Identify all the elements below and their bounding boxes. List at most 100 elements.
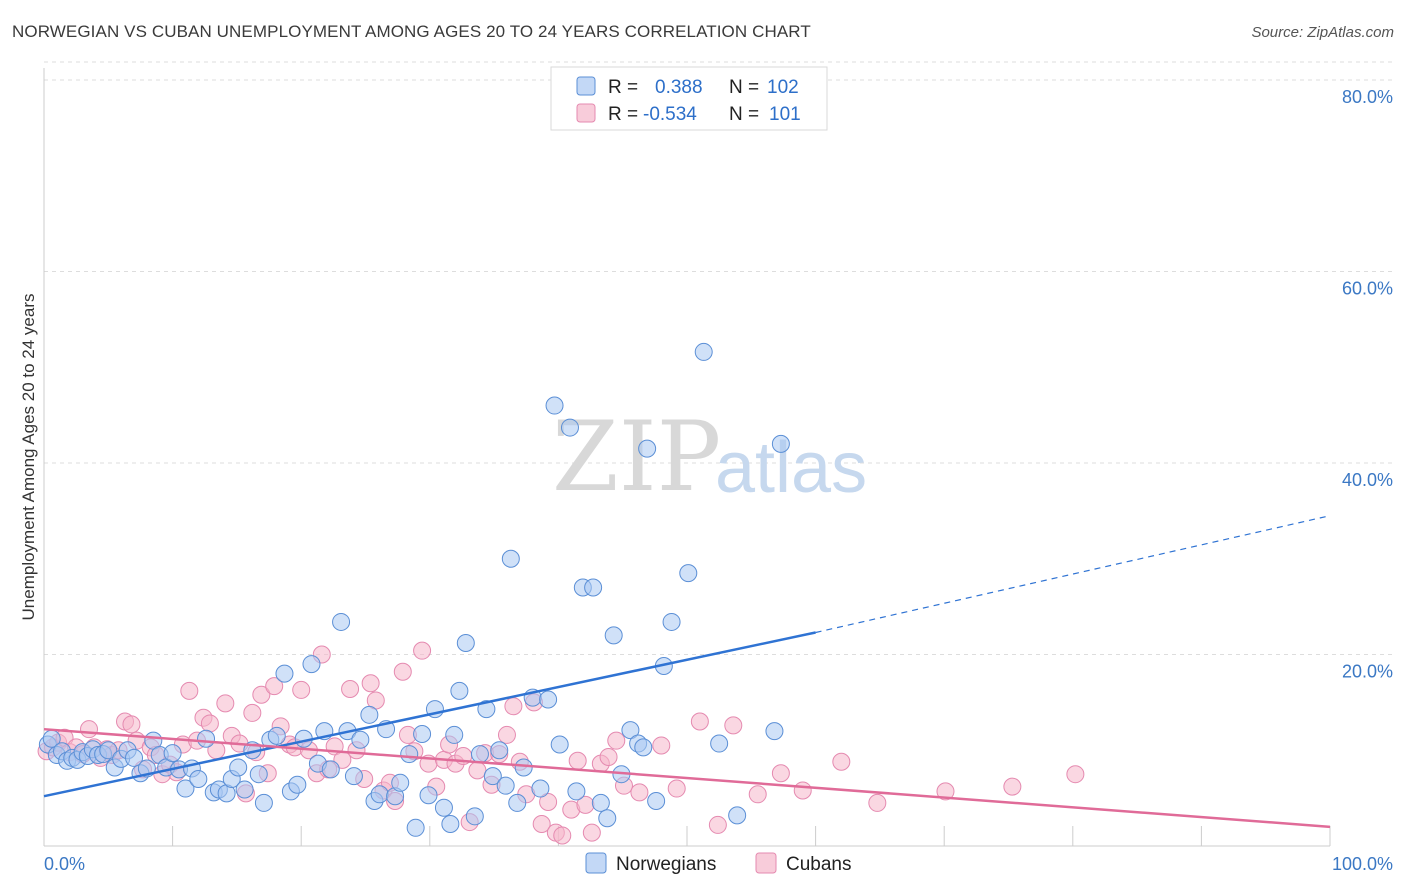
data-point <box>771 764 790 783</box>
data-point <box>200 714 219 733</box>
data-point <box>504 697 523 716</box>
data-point <box>163 744 182 763</box>
data-point <box>604 626 623 645</box>
axes <box>43 68 1331 847</box>
y-tick-label: 40.0% <box>1342 470 1393 490</box>
series-legend: Norwegians Cubans <box>585 852 852 875</box>
data-point <box>465 807 484 826</box>
legend-r-label: R = <box>608 104 638 125</box>
data-point <box>125 748 144 767</box>
data-point <box>302 655 321 674</box>
data-point <box>545 396 564 415</box>
data-point <box>450 681 469 700</box>
y-axis-label: Unemployment Among Ages 20 to 24 years <box>19 294 38 621</box>
data-point <box>235 780 254 799</box>
data-point <box>514 758 533 777</box>
trend-lines <box>43 515 1331 829</box>
data-point <box>708 815 727 834</box>
data-point <box>634 738 653 757</box>
data-point <box>607 731 626 750</box>
data-point <box>771 434 790 453</box>
data-point <box>936 782 955 801</box>
legend-label-cubans: Cubans <box>786 854 852 875</box>
data-point <box>180 681 199 700</box>
data-point <box>477 700 496 719</box>
legend-r-value: 0.388 <box>655 77 703 98</box>
data-point <box>584 578 603 597</box>
legend-label-norwegians: Norwegians <box>616 854 716 875</box>
data-point <box>490 741 509 760</box>
legend-swatch-cubans <box>755 852 777 874</box>
data-point <box>254 793 273 812</box>
data-point <box>582 823 601 842</box>
legend-n-value: 102 <box>767 77 799 98</box>
data-point <box>496 776 515 795</box>
data-point <box>216 694 235 713</box>
data-point <box>80 720 99 739</box>
data-point <box>679 564 698 583</box>
data-point <box>122 715 141 734</box>
data-point <box>1003 777 1022 796</box>
data-point <box>638 439 657 458</box>
legend-swatch-cubans <box>576 103 596 123</box>
data-point <box>567 782 586 801</box>
data-point <box>560 418 579 437</box>
data-point <box>748 785 767 804</box>
legend-swatch-norwegians <box>585 852 607 874</box>
data-point <box>445 725 464 744</box>
watermark-atlas: atlas <box>715 428 867 508</box>
data-point <box>553 826 572 845</box>
data-point <box>400 745 419 764</box>
data-point <box>497 725 516 744</box>
legend-r-label: R = <box>608 77 638 98</box>
x-tick-label: 0.0% <box>44 854 85 874</box>
legend-swatch-norwegians <box>576 76 596 96</box>
data-point <box>793 781 812 800</box>
chart-source: Source: ZipAtlas.com <box>1251 24 1394 41</box>
x-tick-labels: 0.0% 100.0% <box>44 854 1393 874</box>
watermark: ZIP atlas <box>552 401 867 513</box>
data-point <box>1066 765 1085 784</box>
data-point <box>361 674 380 693</box>
data-point <box>189 769 208 788</box>
data-point <box>275 664 294 683</box>
data-point <box>406 818 425 837</box>
data-point <box>724 716 743 735</box>
data-point <box>292 680 311 699</box>
y-tick-labels: 20.0% 40.0% 60.0% 80.0% <box>1342 87 1393 682</box>
data-point <box>630 783 649 802</box>
data-point <box>550 735 569 754</box>
data-point <box>419 786 438 805</box>
data-point <box>621 721 640 740</box>
data-point <box>360 705 379 724</box>
data-point <box>344 767 363 786</box>
data-point <box>197 729 216 748</box>
data-point <box>765 722 784 741</box>
trend-line-norwegians <box>43 631 816 798</box>
data-point <box>591 793 610 812</box>
data-point <box>341 679 360 698</box>
data-point <box>832 752 851 771</box>
legend-n-label: N = <box>729 77 759 98</box>
data-point <box>176 779 195 798</box>
data-point <box>470 745 489 764</box>
data-point <box>413 724 432 743</box>
data-point <box>351 730 370 749</box>
data-point <box>539 690 558 709</box>
trend-line-norwegians-extension <box>815 515 1331 634</box>
data-point <box>249 765 268 784</box>
data-point <box>252 685 271 704</box>
data-point <box>99 741 118 760</box>
data-point <box>483 767 502 786</box>
data-point <box>370 785 389 804</box>
data-point <box>667 779 686 798</box>
data-point <box>265 677 284 696</box>
data-point <box>413 641 432 660</box>
data-point <box>434 798 453 817</box>
data-point <box>868 793 887 812</box>
data-point <box>468 761 487 780</box>
data-point <box>508 793 527 812</box>
watermark-zip: ZIP <box>552 401 721 513</box>
y-tick-label: 80.0% <box>1342 87 1393 107</box>
